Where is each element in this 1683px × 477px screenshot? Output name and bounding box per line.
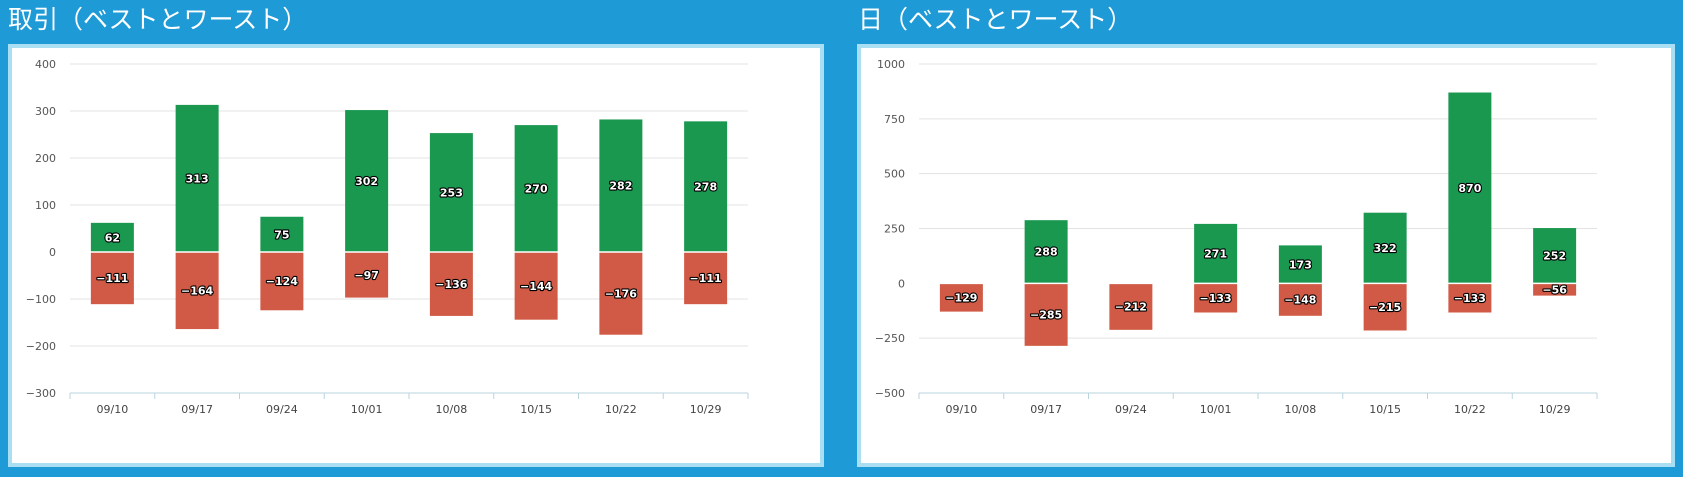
trades-data-label: −97 (354, 269, 379, 282)
days-data-label: 322 (1374, 242, 1397, 255)
days-negative-bar[interactable] (1278, 283, 1322, 316)
days-data-label: −285 (1030, 309, 1062, 322)
days-category-label: 09/17 (1030, 403, 1062, 416)
days-gridlines (919, 63, 1597, 394)
days-negative-bar[interactable] (1533, 283, 1577, 296)
trades-data-label: −164 (181, 285, 214, 298)
trades-data-label: −111 (96, 272, 128, 285)
days-positive-bar[interactable] (1448, 92, 1492, 284)
days-data-label: 288 (1035, 246, 1058, 259)
chart-title-days: 日（ベストとワースト） (858, 5, 1133, 34)
trades-negative-bar[interactable] (429, 252, 473, 316)
days-negative-bar[interactable] (1448, 283, 1492, 313)
trades-category-label: 09/10 (97, 403, 129, 416)
trades-negative-bar[interactable] (260, 252, 304, 311)
trades-gridlines (70, 63, 748, 394)
trades-category-label: 09/24 (266, 403, 298, 416)
trades-negative-bar[interactable] (599, 252, 643, 335)
days-data-label: −56 (1542, 283, 1567, 296)
trades-y-tick-label: 400 (35, 58, 56, 71)
days-data-label: 271 (1204, 248, 1227, 261)
trades-data-label: −144 (520, 280, 553, 293)
days-negative-bar[interactable] (939, 283, 983, 312)
trades-y-tick-label: 200 (35, 152, 56, 165)
trades-data-label: 75 (274, 228, 289, 241)
trades-positive-bar[interactable] (599, 119, 643, 253)
trades-data-label: −111 (690, 272, 722, 285)
trades-negative-bar[interactable] (514, 252, 558, 320)
days-data-label: 252 (1543, 250, 1566, 263)
trades-positive-bar[interactable] (260, 216, 304, 252)
days-data-label: 870 (1458, 182, 1481, 195)
days-positive-bar[interactable] (1278, 245, 1322, 284)
trades-category-label: 10/22 (605, 403, 637, 416)
trades-y-tick-label: −100 (26, 293, 56, 306)
trades-positive-bar[interactable] (684, 121, 728, 252)
trades-category-label: 10/01 (351, 403, 383, 416)
days-y-tick-label: 0 (898, 277, 905, 290)
days-bar-chart: 1000 750 500 250 0 −250 −500 −129 09/10 288 −285 09… (875, 58, 1598, 416)
days-positive-bar[interactable] (1024, 220, 1068, 284)
chart-title-trades: 取引（ベストとワースト） (8, 5, 308, 34)
days-positive-bar[interactable] (1533, 228, 1577, 284)
days-y-tick-label: 750 (884, 113, 905, 126)
days-y-tick-label: 500 (884, 168, 905, 181)
trades-data-label: 253 (440, 187, 463, 200)
trades-negative-bar[interactable] (90, 252, 134, 305)
days-category-label: 10/01 (1200, 403, 1232, 416)
trades-data-label: −124 (266, 275, 299, 288)
days-positive-bar[interactable] (1194, 223, 1238, 284)
trades-data-label: 278 (694, 181, 717, 194)
trades-positive-bar[interactable] (175, 104, 219, 252)
days-category-label: 09/10 (946, 403, 978, 416)
days-negative-bar[interactable] (1024, 283, 1068, 346)
days-category-label: 10/08 (1285, 403, 1317, 416)
trades-data-label: 313 (186, 172, 209, 185)
trades-category-label: 09/17 (181, 403, 213, 416)
days-data-label: −212 (1115, 301, 1147, 314)
days-data-label: −133 (1200, 292, 1232, 305)
trades-category-label: 10/15 (520, 403, 552, 416)
days-data-label: −148 (1284, 294, 1316, 307)
days-negative-bar[interactable] (1194, 283, 1238, 313)
trades-category-label: 10/29 (690, 403, 722, 416)
trades-negative-bar[interactable] (684, 252, 728, 305)
trades-category-label: 10/08 (436, 403, 468, 416)
days-y-tick-label: 1000 (877, 58, 905, 71)
trades-data-label: 302 (355, 175, 378, 188)
days-y-tick-label: −500 (875, 387, 905, 400)
days-negative-bar[interactable] (1363, 283, 1407, 331)
trades-y-tick-label: 300 (35, 105, 56, 118)
trades-y-tick-label: −300 (26, 387, 56, 400)
trades-negative-bar[interactable] (345, 252, 389, 298)
trades-bar-chart: 400 300 200 100 0 −100 −200 −300 62 −111 09/10 313 −… (26, 58, 749, 416)
trades-positive-bar[interactable] (345, 110, 389, 252)
days-chart-card: 1000 750 500 250 0 −250 −500 −129 09/10 288 −285 09… (857, 44, 1675, 467)
days-negative-bar[interactable] (1109, 283, 1153, 330)
trades-y-tick-label: 100 (35, 199, 56, 212)
days-category-label: 10/15 (1369, 403, 1401, 416)
trades-positive-bar[interactable] (90, 222, 134, 252)
days-y-tick-label: −250 (875, 332, 905, 345)
days-positive-bar[interactable] (1363, 212, 1407, 284)
days-category-label: 10/29 (1539, 403, 1571, 416)
trades-chart-card: 400 300 200 100 0 −100 −200 −300 62 −111 09/10 313 −… (8, 44, 824, 467)
days-data-label: −129 (945, 291, 977, 304)
trades-data-label: 270 (525, 183, 548, 196)
days-data-label: −133 (1454, 292, 1486, 305)
days-data-label: −215 (1369, 301, 1401, 314)
days-category-label: 10/22 (1454, 403, 1486, 416)
days-category-label: 09/24 (1115, 403, 1147, 416)
trades-positive-bar[interactable] (514, 125, 558, 252)
trades-data-label: 62 (105, 231, 120, 244)
trades-positive-bar[interactable] (429, 133, 473, 252)
trades-data-label: 282 (609, 180, 632, 193)
days-y-tick-label: 250 (884, 223, 905, 236)
trades-negative-bar[interactable] (175, 252, 219, 330)
days-data-label: 173 (1289, 258, 1312, 271)
trades-data-label: −136 (435, 278, 468, 291)
trades-y-tick-label: 0 (49, 246, 56, 259)
trades-y-tick-label: −200 (26, 340, 56, 353)
trades-data-label: −176 (605, 287, 638, 300)
